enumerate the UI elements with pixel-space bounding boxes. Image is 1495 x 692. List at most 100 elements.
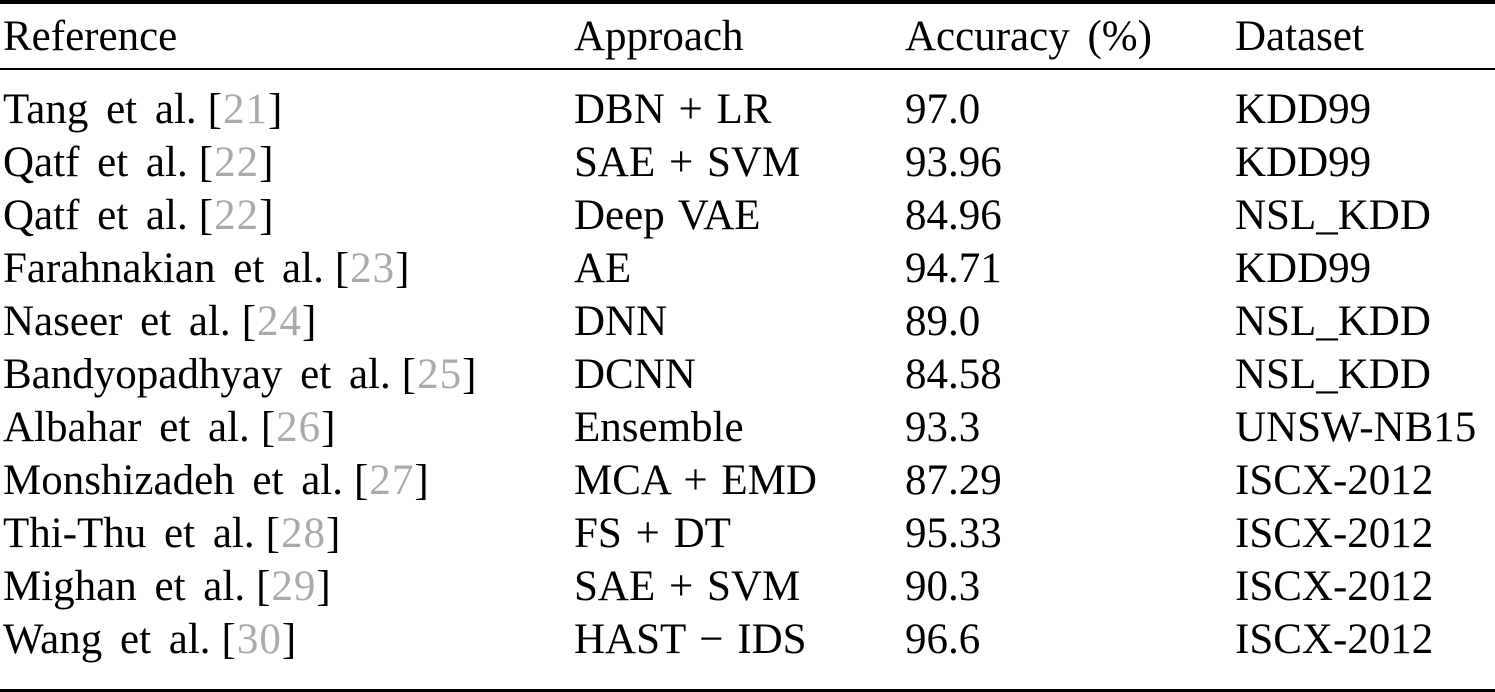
reference-text: Naseer et al. (3, 298, 231, 345)
citation-number: 30 (236, 616, 282, 663)
reference-cell: Qatf et al. [22] (3, 138, 574, 187)
citation-bracket-close: ] (281, 616, 298, 663)
citation: [21] (208, 86, 284, 133)
approach-cell: MCA + EMD (574, 457, 817, 504)
citation-bracket-close: ] (259, 139, 275, 186)
citation: [22] (199, 139, 275, 186)
table-row: Qatf et al. [22] SAE + SVM 93.96 KDD99 (0, 136, 1495, 189)
approach-cell: SAE + SVM (574, 139, 801, 186)
reference-cell: Monshizadeh et al. [27] (3, 456, 574, 505)
dataset-cell: ISCX-2012 (1235, 457, 1434, 504)
table-row: Tang et al. [21] DBN + LR 97.0 KDD99 (0, 83, 1495, 136)
citation-bracket-open: [ (207, 86, 223, 133)
citation-bracket-close: ] (325, 510, 342, 557)
citation: [25] (402, 351, 478, 398)
approach-cell: DCNN (574, 351, 696, 398)
citation-bracket-open: [ (260, 404, 277, 451)
citation-number: 29 (271, 563, 317, 610)
citation-bracket-open: [ (241, 298, 258, 345)
citation-bracket-close: ] (395, 245, 411, 292)
dataset-cell: ISCX-2012 (1235, 510, 1434, 557)
citation: [28] (266, 510, 342, 557)
column-header-approach: Approach (574, 12, 744, 60)
table-row: Thi-Thu et al. [28] FS + DT 95.33 ISCX-20… (0, 507, 1495, 560)
citation: [29] (256, 563, 332, 610)
dataset-cell: NSL_KDD (1235, 192, 1431, 239)
dataset-cell: KDD99 (1235, 245, 1372, 292)
reference-cell: Mighan et al. [29] (3, 562, 574, 611)
reference-text: Thi-Thu et al. (3, 510, 255, 557)
reference-cell: Farahnakian et al. [23] (3, 244, 574, 293)
reference-text: Mighan et al. (3, 563, 246, 610)
reference-cell: Thi-Thu et al. [28] (3, 509, 574, 558)
citation-number: 21 (223, 86, 268, 133)
citation-bracket-open: [ (198, 139, 215, 186)
reference-text: Qatf et al. (3, 139, 188, 186)
dataset-cell: NSL_KDD (1235, 351, 1431, 398)
accuracy-cell: 94.71 (905, 245, 1002, 292)
table-row: Albahar et al. [26] Ensemble 93.3 UNSW-NB… (0, 401, 1495, 454)
citation-bracket-close: ] (316, 563, 332, 610)
dataset-cell: NSL_KDD (1235, 298, 1431, 345)
table-row: Mighan et al. [29] SAE + SVM 90.3 ISCX-20… (0, 560, 1495, 613)
accuracy-cell: 84.96 (905, 192, 1002, 239)
dataset-cell: ISCX-2012 (1235, 616, 1434, 663)
citation-bracket-open: [ (198, 192, 215, 239)
dataset-cell: KDD99 (1235, 86, 1372, 133)
accuracy-cell: 93.3 (905, 404, 981, 451)
citation: [30] (222, 616, 298, 663)
reference-text: Farahnakian et al. (3, 245, 324, 292)
reference-text: Monshizadeh et al. (3, 457, 343, 504)
dataset-cell: KDD99 (1235, 139, 1372, 186)
table-row: Bandyopadhyay et al. [25] DCNN 84.58 NSL_… (0, 348, 1495, 401)
table-row: Farahnakian et al. [23] AE 94.71 KDD99 (0, 242, 1495, 295)
column-header-reference: Reference (3, 12, 178, 60)
table-row: Naseer et al. [24] DNN 89.0 NSL_KDD (0, 295, 1495, 348)
citation-number: 24 (257, 298, 303, 345)
approach-cell: HAST − IDS (574, 616, 807, 663)
reference-cell: Bandyopadhyay et al. [25] (3, 350, 574, 399)
dataset-cell: UNSW-NB15 (1235, 404, 1477, 451)
reference-text: Qatf et al. (3, 192, 188, 239)
dataset-cell: ISCX-2012 (1235, 563, 1434, 610)
accuracy-cell: 84.58 (905, 351, 1002, 398)
citation-number: 22 (214, 192, 260, 239)
accuracy-cell: 96.6 (905, 616, 981, 663)
reference-cell: Wang et al. [30] (3, 615, 574, 664)
reference-text: Albahar et al. (3, 404, 250, 451)
citation: [24] (242, 298, 318, 345)
citation-number: 22 (214, 139, 260, 186)
accuracy-cell: 90.3 (905, 563, 981, 610)
table-row: Wang et al. [30] HAST − IDS 96.6 ISCX-201… (0, 613, 1495, 666)
citation-bracket-close: ] (462, 351, 478, 398)
citation-bracket-close: ] (268, 86, 284, 133)
citation-bracket-open: [ (354, 457, 370, 504)
citation-bracket-close: ] (302, 298, 318, 345)
approach-cell: AE (574, 245, 632, 292)
table-row: Monshizadeh et al. [27] MCA + EMD 87.29 I… (0, 454, 1495, 507)
reference-cell: Albahar et al. [26] (3, 403, 574, 452)
table-row: Qatf et al. [22] Deep VAE 84.96 NSL_KDD (0, 189, 1495, 242)
accuracy-cell: 89.0 (905, 298, 981, 345)
accuracy-cell: 93.96 (905, 139, 1002, 186)
citation-bracket-close: ] (414, 457, 430, 504)
citation-bracket-open: [ (401, 351, 418, 398)
column-header-accuracy: Accuracy (%) (905, 12, 1152, 60)
accuracy-cell: 97.0 (905, 86, 981, 133)
reference-text: Wang et al. (3, 616, 211, 663)
table-body: Tang et al. [21] DBN + LR 97.0 KDD99 Qatf… (0, 70, 1495, 689)
citation: [23] (335, 245, 411, 292)
citation-number: 26 (276, 404, 322, 451)
accuracy-cell: 87.29 (905, 457, 1002, 504)
citation-number: 23 (350, 245, 396, 292)
citation-bracket-close: ] (259, 192, 275, 239)
citation-number: 27 (369, 457, 415, 504)
citation-number: 28 (280, 510, 326, 557)
citation-bracket-open: [ (334, 245, 351, 292)
citation-bracket-open: [ (221, 616, 237, 663)
citation-number: 25 (417, 351, 463, 398)
approach-cell: SAE + SVM (574, 563, 801, 610)
table-header-row: Reference Approach Accuracy (%) Dataset (0, 4, 1495, 70)
citation: [27] (354, 457, 430, 504)
